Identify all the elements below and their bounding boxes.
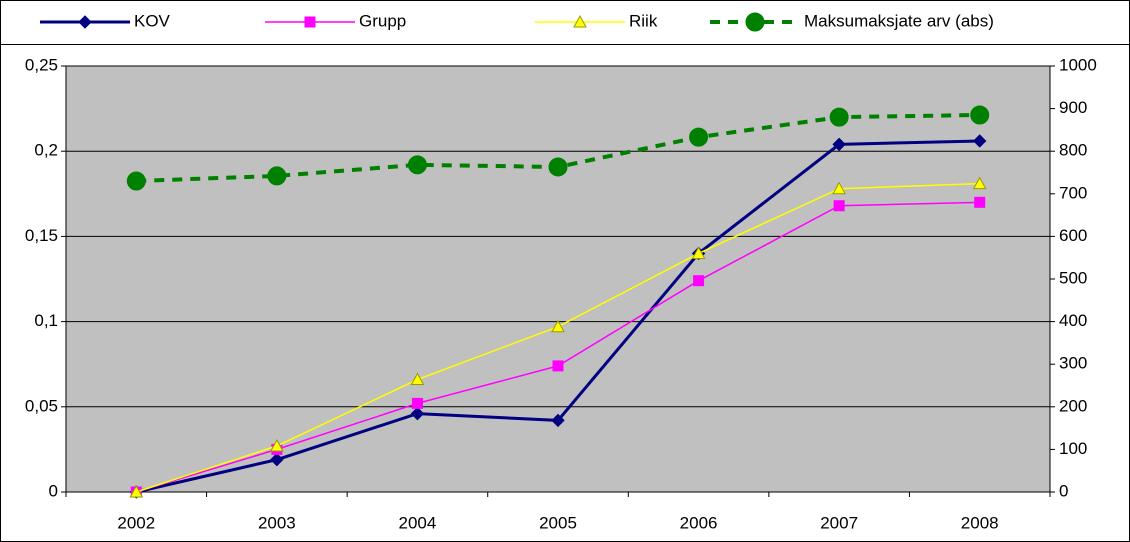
point [693, 275, 705, 287]
x-tick-label: 2008 [961, 513, 999, 532]
point [691, 246, 706, 259]
point [270, 452, 284, 467]
y-tick-label: 0,25 [25, 55, 58, 74]
point [972, 176, 987, 190]
y2-tick-label: 900 [1059, 98, 1087, 117]
x-tick-label: 2007 [820, 513, 858, 532]
point [832, 181, 846, 195]
point [970, 105, 990, 125]
y2-tick-label: 700 [1059, 183, 1087, 202]
y2-tick-label: 500 [1059, 268, 1087, 287]
legend-label: KOV [134, 11, 171, 30]
point [410, 406, 425, 421]
point [270, 438, 284, 452]
point [832, 137, 846, 152]
point [129, 484, 144, 498]
x-tick-label: 2004 [399, 513, 437, 532]
point [551, 413, 565, 428]
x-tick-label: 2006 [680, 513, 718, 532]
y2-tick-label: 600 [1059, 226, 1087, 245]
y2-tick-label: 1000 [1059, 55, 1097, 74]
y-tick-label: 0,05 [25, 396, 58, 415]
point [410, 372, 425, 386]
y-tick-label: 0 [49, 481, 58, 500]
y2-tick-label: 400 [1059, 311, 1087, 330]
legend-marker [78, 15, 92, 29]
legend-label: Grupp [359, 11, 406, 30]
x-tick-label: 2002 [117, 513, 155, 532]
y2-tick-label: 100 [1059, 439, 1087, 458]
point [407, 155, 427, 175]
point [833, 200, 845, 212]
legend-marker [304, 16, 316, 28]
point [552, 360, 564, 372]
y2-tick-label: 0 [1059, 481, 1068, 500]
legend-marker [573, 14, 587, 28]
point [551, 319, 565, 333]
point [974, 196, 986, 208]
y2-tick-label: 200 [1059, 396, 1087, 415]
legend-marker [745, 12, 765, 32]
point [411, 397, 423, 409]
point [548, 157, 568, 177]
point [689, 127, 709, 147]
point [126, 171, 146, 191]
y2-tick-label: 300 [1059, 354, 1087, 373]
x-tick-label: 2003 [258, 513, 296, 532]
y-tick-label: 0,2 [34, 141, 58, 160]
legend-label: Maksumaksjate arv (abs) [804, 11, 994, 30]
y-tick-label: 0,15 [25, 226, 58, 245]
point [829, 107, 849, 127]
point [267, 166, 287, 186]
y-tick-label: 0,1 [34, 311, 58, 330]
point [973, 134, 987, 148]
legend-label: Riik [629, 11, 658, 30]
plot-area [65, 65, 1051, 493]
y2-tick-label: 800 [1059, 141, 1087, 160]
x-tick-label: 2005 [539, 513, 577, 532]
